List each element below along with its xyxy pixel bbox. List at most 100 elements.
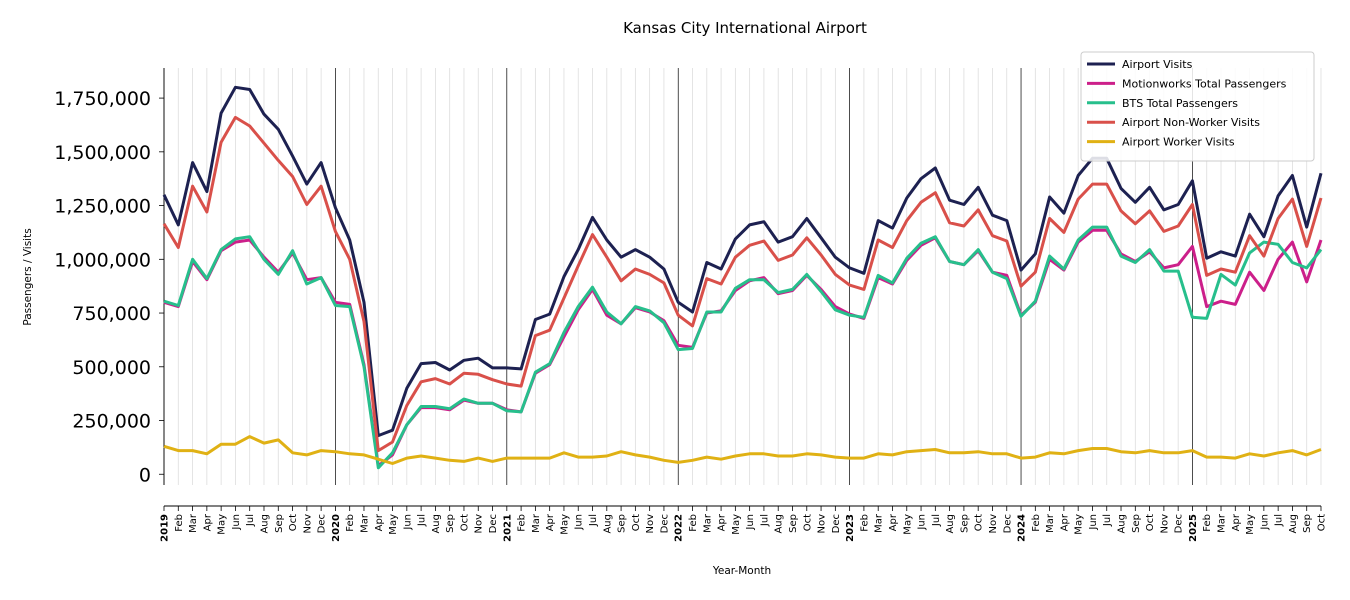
x-month-label: Feb xyxy=(174,514,185,532)
x-month-label: Aug xyxy=(602,514,613,534)
x-month-label: May xyxy=(217,514,228,535)
x-year-label: 2025 xyxy=(1188,514,1199,542)
x-month-label: Aug xyxy=(1288,514,1299,534)
y-tick-label: 1,250,000 xyxy=(54,196,151,218)
x-month-label: Oct xyxy=(288,514,299,531)
x-month-label: Feb xyxy=(859,514,870,532)
x-month-label: Jun xyxy=(1088,514,1099,531)
x-year-label: 2024 xyxy=(1017,514,1028,542)
x-month-label: Nov xyxy=(474,514,485,534)
x-month-label: Sep xyxy=(1131,514,1142,533)
x-month-label: Apr xyxy=(717,513,728,531)
x-month-label: Aug xyxy=(1117,514,1128,534)
chart-title: Kansas City International Airport xyxy=(623,19,867,37)
x-month-label: Dec xyxy=(488,514,499,533)
x-month-label: Jun xyxy=(402,514,413,531)
x-month-label: Sep xyxy=(445,514,456,533)
x-month-label: Jul xyxy=(931,514,942,527)
x-month-label: Feb xyxy=(688,514,699,532)
series-line-airport-worker-visits xyxy=(163,435,1322,465)
x-year-label: 2019 xyxy=(160,514,171,542)
series-lines xyxy=(162,85,1323,470)
x-month-label: Feb xyxy=(1202,514,1213,532)
legend-label-airport-worker-visits: Airport Worker Visits xyxy=(1122,136,1235,149)
x-month-label: Jun xyxy=(745,514,756,531)
x-month-label: Aug xyxy=(945,514,956,534)
x-month-label: Mar xyxy=(531,513,542,533)
x-month-label: Apr xyxy=(1059,513,1070,531)
y-tick-label: 0 xyxy=(139,464,151,486)
x-year-label: 2023 xyxy=(845,514,856,542)
x-month-label: Jun xyxy=(231,514,242,531)
x-month-label: Apr xyxy=(202,513,213,531)
x-month-label: Oct xyxy=(974,514,985,531)
x-month-label: Apr xyxy=(374,513,385,531)
x-month-label: Mar xyxy=(359,513,370,533)
y-tick-label: 1,000,000 xyxy=(54,249,151,271)
x-month-label: Jul xyxy=(1102,514,1113,527)
x-axis-label: Year-Month xyxy=(712,565,771,577)
x-month-label: Mar xyxy=(1217,513,1228,533)
x-month-label: Dec xyxy=(317,514,328,533)
x-month-label: Oct xyxy=(1145,514,1156,531)
x-month-label: Jun xyxy=(1259,514,1270,531)
x-month-label: Oct xyxy=(459,514,470,531)
x-month-label: Nov xyxy=(645,514,656,534)
x-month-label: Sep xyxy=(274,514,285,533)
legend-label-bts-total-passengers: BTS Total Passengers xyxy=(1122,97,1238,110)
series-line-bts-total-passengers xyxy=(163,225,1323,470)
x-month-label: Aug xyxy=(259,514,270,534)
x-month-label: Apr xyxy=(1231,513,1242,531)
x-month-label: Dec xyxy=(659,514,670,533)
y-tick-label: 1,750,000 xyxy=(54,88,151,110)
x-month-label: Dec xyxy=(1174,514,1185,533)
x-month-label: Mar xyxy=(1045,513,1056,533)
series-line-airport-non-worker-visits xyxy=(162,115,1323,453)
x-month-label: May xyxy=(902,514,913,535)
y-tick-label: 750,000 xyxy=(72,303,151,325)
x-month-label: Mar xyxy=(188,513,199,533)
x-month-label: Jul xyxy=(417,514,428,527)
x-month-label: May xyxy=(388,514,399,535)
x-month-label: Jun xyxy=(574,514,585,531)
x-month-label: Nov xyxy=(302,514,313,534)
x-month-label: May xyxy=(1245,514,1256,535)
series-line-motionworks-total-passengers xyxy=(163,228,1323,468)
x-month-label: Sep xyxy=(617,514,628,533)
legend-box xyxy=(1080,51,1315,162)
x-year-label: 2022 xyxy=(674,514,685,542)
x-month-label: Jul xyxy=(588,514,599,527)
x-month-label: Oct xyxy=(631,514,642,531)
x-month-label: Feb xyxy=(1031,514,1042,532)
x-month-label: Sep xyxy=(959,514,970,533)
y-tick-label: 500,000 xyxy=(72,357,151,379)
legend-label-airport-non-worker-visits: Airport Non-Worker Visits xyxy=(1122,116,1260,129)
legend-label-motionworks-total-passengers: Motionworks Total Passengers xyxy=(1122,77,1287,90)
x-month-label: Aug xyxy=(774,514,785,534)
x-month-label: Nov xyxy=(817,514,828,534)
x-month-label: Mar xyxy=(702,513,713,533)
y-axis-label: Passengers / Visits xyxy=(22,228,34,325)
x-month-label: Sep xyxy=(1302,514,1313,533)
x-month-label: Mar xyxy=(874,513,885,533)
y-tick-label: 1,500,000 xyxy=(54,142,151,164)
y-tick-label: 250,000 xyxy=(72,411,151,433)
x-month-label: Oct xyxy=(802,514,813,531)
x-year-label: 2021 xyxy=(502,514,513,542)
x-month-label: Nov xyxy=(988,514,999,534)
x-month-label: Aug xyxy=(431,514,442,534)
x-month-label: Apr xyxy=(888,513,899,531)
x-month-label: Nov xyxy=(1159,514,1170,534)
x-month-label: May xyxy=(1074,514,1085,535)
legend: Airport Visits Motionworks Total Passenge… xyxy=(1080,51,1315,162)
legend-label-airport-visits: Airport Visits xyxy=(1122,58,1193,71)
x-month-label: Jul xyxy=(245,514,256,527)
x-month-label: Feb xyxy=(517,514,528,532)
x-year-label: 2020 xyxy=(331,514,342,542)
x-month-label: Apr xyxy=(545,513,556,531)
axes: 0 250,000 500,000 750,000 1,000,000 1,250,000… xyxy=(54,68,1328,542)
x-month-label: Jul xyxy=(1274,514,1285,527)
x-month-label: May xyxy=(559,514,570,535)
x-month-label: Jul xyxy=(759,514,770,527)
x-month-label: Jun xyxy=(917,514,928,531)
